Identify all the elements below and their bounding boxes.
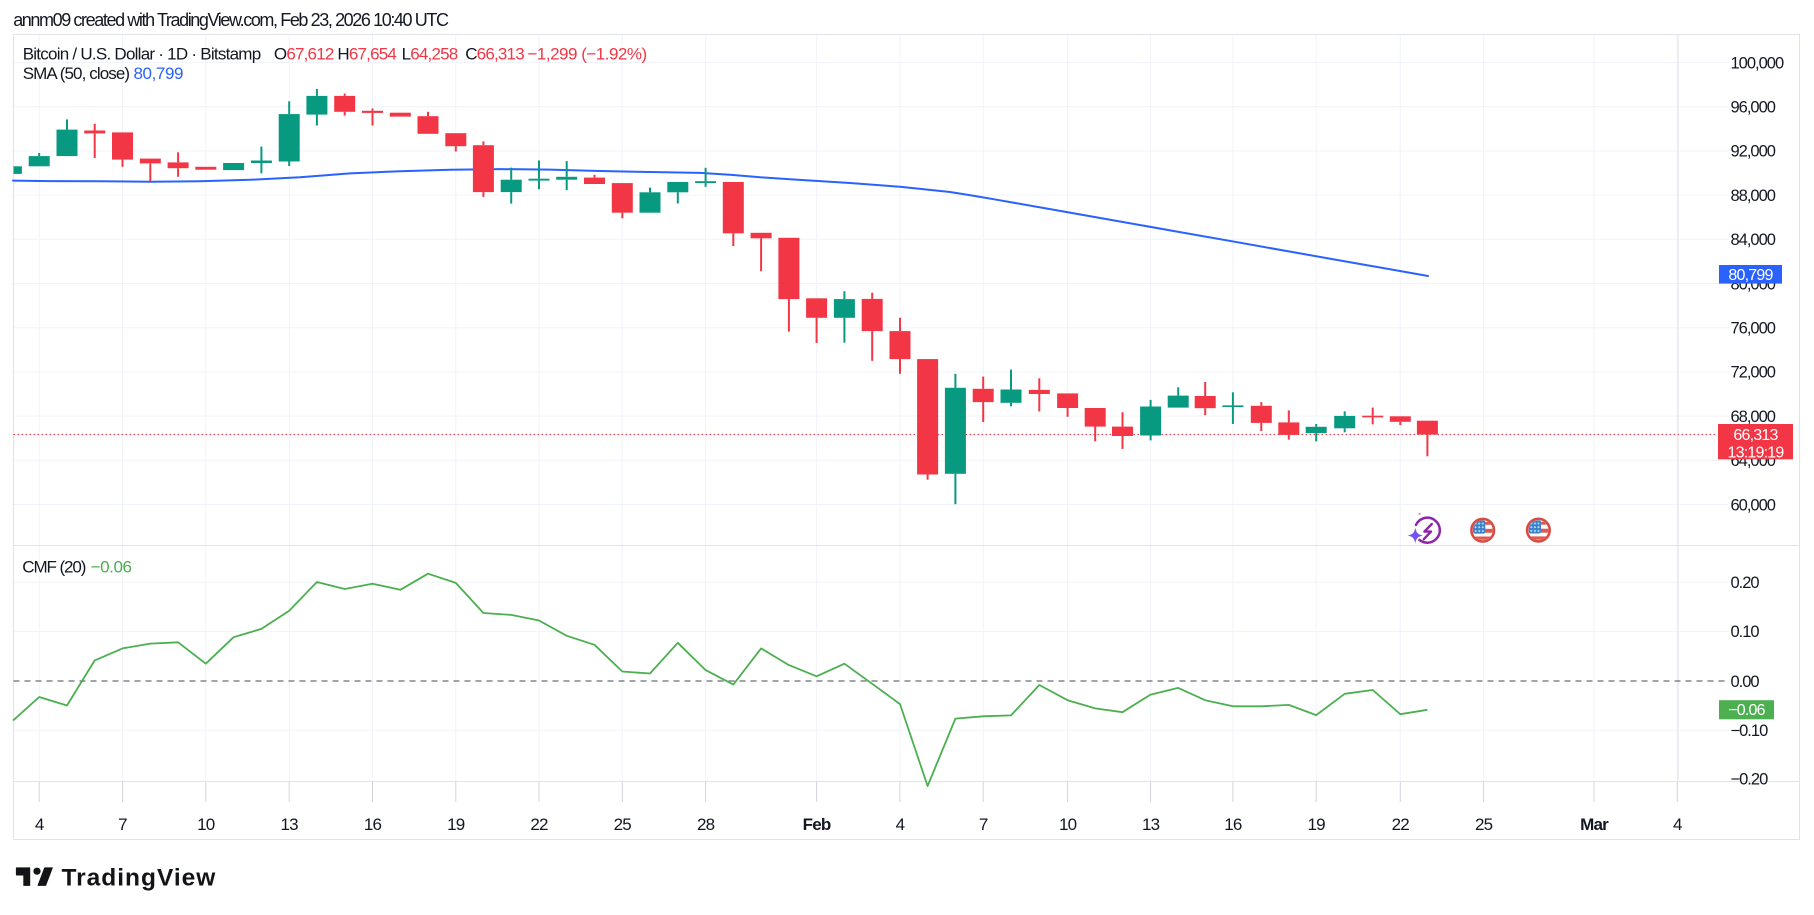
svg-text:25: 25 bbox=[614, 815, 632, 834]
svg-text:O67,612: O67,612 bbox=[274, 44, 334, 63]
svg-text:19: 19 bbox=[1308, 815, 1326, 834]
svg-text:7: 7 bbox=[979, 815, 988, 834]
svg-text:68,000: 68,000 bbox=[1731, 408, 1776, 426]
svg-text:80,799: 80,799 bbox=[134, 64, 184, 83]
svg-text:Bitcoin / U.S. Dollar · 1D · B: Bitcoin / U.S. Dollar · 1D · Bitstamp bbox=[23, 44, 261, 63]
svg-text:−0.06: −0.06 bbox=[91, 558, 132, 577]
svg-text:28: 28 bbox=[697, 815, 715, 834]
svg-text:13: 13 bbox=[1142, 815, 1160, 834]
svg-text:13:19:19: 13:19:19 bbox=[1728, 444, 1785, 461]
svg-text:84,000: 84,000 bbox=[1731, 231, 1776, 249]
svg-text:L64,258: L64,258 bbox=[402, 44, 458, 63]
svg-text:CMF (20): CMF (20) bbox=[22, 558, 85, 577]
svg-text:4: 4 bbox=[896, 815, 905, 834]
svg-text:92,000: 92,000 bbox=[1731, 143, 1776, 161]
svg-text:SMA (50, close): SMA (50, close) bbox=[23, 64, 130, 83]
svg-text:16: 16 bbox=[1224, 815, 1242, 834]
svg-text:60,000: 60,000 bbox=[1731, 496, 1776, 514]
svg-text:80,799: 80,799 bbox=[1728, 267, 1773, 284]
svg-text:100,000: 100,000 bbox=[1731, 54, 1784, 72]
svg-text:−0.10: −0.10 bbox=[1731, 722, 1769, 740]
svg-text:0.00: 0.00 bbox=[1731, 673, 1760, 691]
svg-text:H67,654: H67,654 bbox=[337, 44, 396, 63]
svg-text:16: 16 bbox=[364, 815, 382, 834]
svg-text:−0.06: −0.06 bbox=[1728, 702, 1765, 719]
svg-text:76,000: 76,000 bbox=[1731, 320, 1776, 338]
svg-text:72,000: 72,000 bbox=[1731, 364, 1776, 382]
svg-text:Mar: Mar bbox=[1580, 815, 1609, 834]
svg-text:10: 10 bbox=[197, 815, 215, 834]
svg-text:annm09 created with TradingVie: annm09 created with TradingView.com, Feb… bbox=[13, 10, 449, 30]
svg-text:22: 22 bbox=[1392, 815, 1410, 834]
svg-text:96,000: 96,000 bbox=[1731, 99, 1776, 117]
svg-text:7: 7 bbox=[118, 815, 127, 834]
svg-text:13: 13 bbox=[281, 815, 299, 834]
svg-text:−1,299 (−1.92%): −1,299 (−1.92%) bbox=[528, 44, 647, 63]
svg-text:C66,313: C66,313 bbox=[465, 44, 524, 63]
svg-text:22: 22 bbox=[530, 815, 548, 834]
svg-text:4: 4 bbox=[1673, 815, 1682, 834]
svg-text:−0.20: −0.20 bbox=[1731, 771, 1769, 789]
svg-text:19: 19 bbox=[447, 815, 465, 834]
svg-text:66,313: 66,313 bbox=[1733, 427, 1778, 444]
svg-text:88,000: 88,000 bbox=[1731, 187, 1776, 205]
svg-text:10: 10 bbox=[1059, 815, 1077, 834]
svg-text:0.10: 0.10 bbox=[1731, 623, 1760, 641]
svg-text:4: 4 bbox=[35, 815, 44, 834]
svg-text:0.20: 0.20 bbox=[1731, 574, 1760, 592]
svg-text:TradingView: TradingView bbox=[62, 864, 217, 891]
svg-text:25: 25 bbox=[1475, 815, 1493, 834]
svg-text:Feb: Feb bbox=[803, 815, 831, 834]
